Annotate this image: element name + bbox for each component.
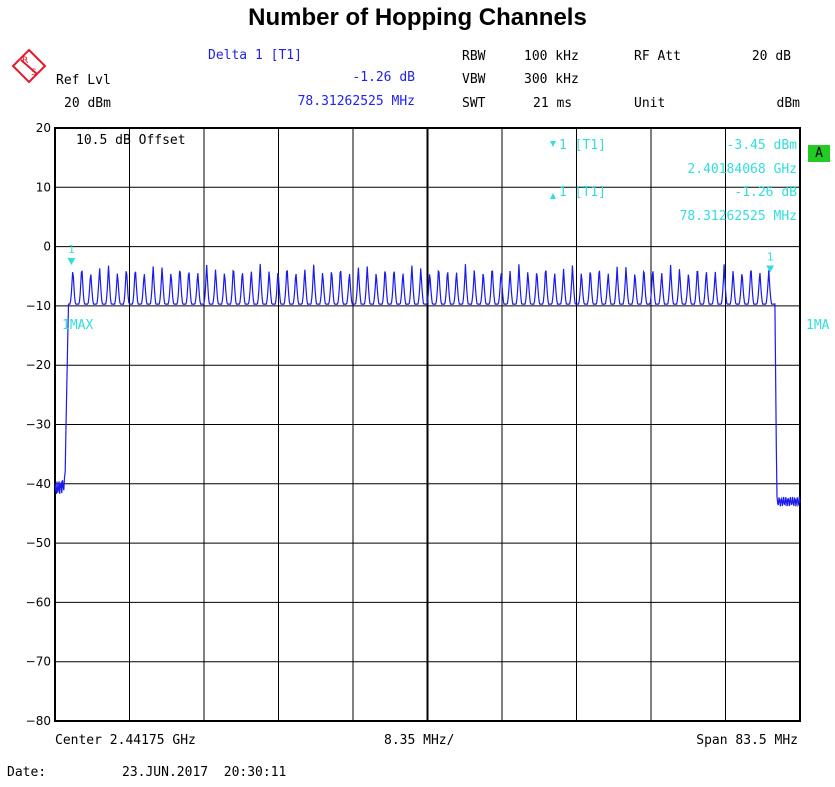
marker-number: 1 (68, 243, 75, 256)
trace (54, 263, 801, 508)
y-tick-label: −70 (26, 655, 51, 669)
unit-value: dBm (776, 96, 800, 111)
marker1-legend-icon (550, 141, 556, 147)
ref-lvl-label: Ref Lvl (56, 73, 111, 88)
y-tick-label: 0 (43, 240, 51, 254)
swt-value: 21 ms (533, 96, 573, 111)
ref-lvl-value: 20 dBm (64, 96, 111, 111)
rf-att-label: RF Att (634, 49, 681, 64)
marker-number: 1 (767, 251, 774, 264)
y-tick-label: −40 (26, 477, 51, 491)
delta-db: -1.26 dB (352, 70, 415, 85)
y-tick-label: −10 (26, 299, 51, 313)
vbw-label: VBW (462, 72, 486, 87)
plot-frame (54, 127, 801, 722)
swt-label: SWT (462, 96, 486, 111)
delta-label: Delta 1 [T1] (208, 48, 302, 63)
y-tick-label: −30 (26, 418, 51, 432)
delta1-legend-icon (550, 193, 556, 199)
delta-freq: 78.31262525 MHz (297, 94, 415, 109)
unit-label: Unit (634, 96, 666, 111)
date-value: 23.JUN.2017 20:30:11 (122, 765, 287, 780)
rbw-value: 100 kHz (524, 49, 579, 64)
trace-line (54, 263, 801, 508)
date-label: Date: (7, 765, 47, 780)
chart-title: Number of Hopping Channels (248, 4, 587, 31)
rohde-schwarz-logo: R S (11, 48, 47, 84)
vbw-value: 300 kHz (524, 72, 579, 87)
delta1-freq: 78.31262525 MHz (679, 209, 797, 224)
grid (54, 127, 801, 722)
div-label: 8.35 MHz/ (384, 733, 455, 748)
rf-att-value: 20 dB (751, 49, 791, 64)
trace-label-left: 1MAX (62, 318, 94, 333)
marker-triangle (67, 258, 76, 266)
a-badge: A (808, 145, 830, 162)
trace-label-right: 1MA (806, 318, 830, 333)
y-tick-labels: 20 10 0 −10 −20 −30 −40 −50 −60 −70 −80 (26, 121, 51, 728)
delta1-label: 1 [T1] (559, 185, 606, 200)
span-label: Span 83.5 MHz (696, 733, 798, 748)
y-tick-label: −60 (26, 595, 51, 609)
svg-text:R: R (22, 56, 28, 66)
marker-triangle (766, 265, 775, 273)
marker1-level: -3.45 dBm (726, 138, 797, 153)
y-tick-label: −80 (26, 714, 51, 728)
marker1-label: 1 [T1] (559, 138, 606, 153)
center-freq: Center 2.44175 GHz (55, 733, 196, 748)
markers: 11 (67, 141, 775, 273)
marker1-freq: 2.40184068 GHz (687, 162, 797, 177)
offset-label: 10.5 dB Offset (76, 133, 186, 148)
rbw-label: RBW (462, 49, 486, 64)
svg-text:S: S (31, 68, 37, 78)
y-tick-label: 10 (36, 180, 51, 194)
delta1-level: -1.26 dB (734, 185, 797, 200)
y-tick-label: −50 (26, 536, 51, 550)
y-tick-label: 20 (36, 121, 51, 135)
y-tick-label: −20 (26, 358, 51, 372)
